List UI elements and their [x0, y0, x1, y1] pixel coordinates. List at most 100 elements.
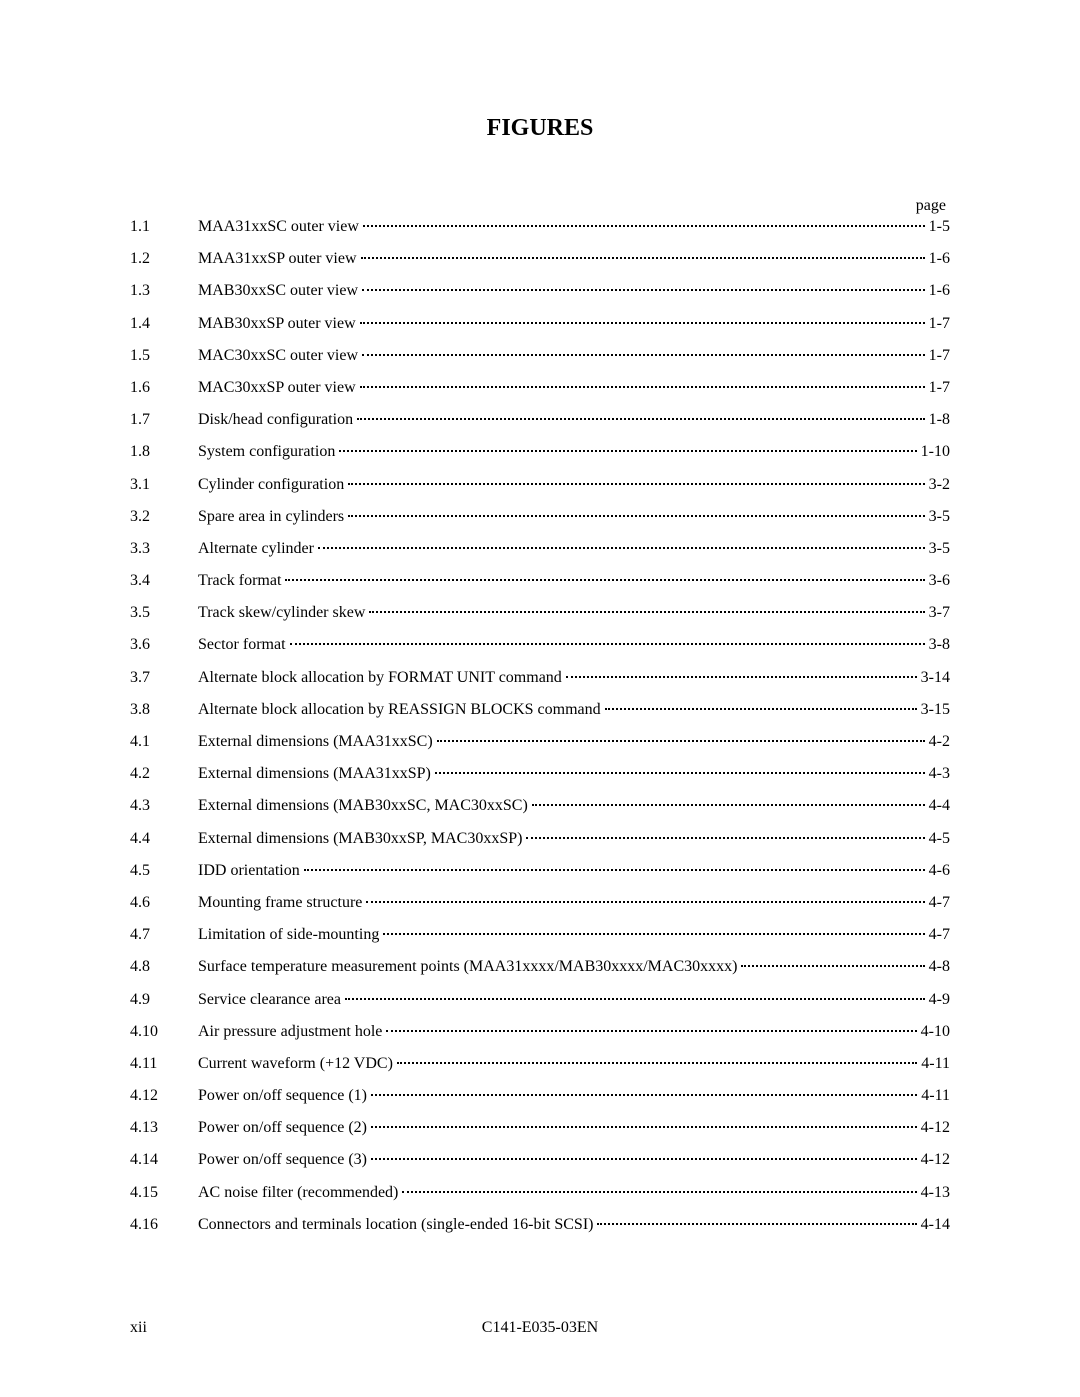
toc-entry-label: Surface temperature measurement points (… [198, 957, 737, 976]
toc-entry-label: MAA31xxSC outer view [198, 217, 359, 236]
toc-entry-number: 1.7 [130, 410, 198, 429]
toc-dots [363, 225, 925, 227]
toc-entry-page: 1-7 [929, 378, 950, 397]
toc-entry: 4.13Power on/off sequence (2)4-12 [130, 1118, 950, 1137]
toc-entry-page: 1-10 [921, 442, 950, 461]
toc-entry-label: AC noise filter (recommended) [198, 1183, 398, 1202]
toc-entry-page: 1-7 [929, 314, 950, 333]
page-column-label: page [130, 197, 950, 215]
toc-entry-number: 4.4 [130, 829, 198, 848]
toc-entry-page: 4-8 [929, 957, 950, 976]
toc-entry: 3.8Alternate block allocation by REASSIG… [130, 700, 950, 719]
toc-entry-page: 4-4 [929, 796, 950, 815]
toc-dots [526, 837, 924, 839]
toc-entry-label: MAB30xxSP outer view [198, 314, 356, 333]
toc-entry-number: 1.5 [130, 346, 198, 365]
toc-entry-label: Power on/off sequence (1) [198, 1086, 367, 1105]
toc-entry-label: Connectors and terminals location (singl… [198, 1215, 593, 1234]
toc-entry-page: 3-15 [921, 700, 950, 719]
toc-entry-page: 4-12 [921, 1150, 950, 1169]
toc-entry-number: 4.7 [130, 925, 198, 944]
toc-entry: 1.5MAC30xxSC outer view1-7 [130, 346, 950, 365]
footer-spacer [850, 1319, 950, 1337]
toc-entry-page: 4-11 [921, 1054, 950, 1073]
toc-dots [360, 322, 925, 324]
toc-dots [361, 257, 925, 259]
toc-dots [360, 386, 925, 388]
toc-entry-page: 1-6 [929, 249, 950, 268]
toc-dots [362, 289, 925, 291]
toc-entry-number: 1.8 [130, 442, 198, 461]
toc-entry-page: 4-14 [921, 1215, 950, 1234]
toc-entry: 3.6Sector format3-8 [130, 635, 950, 654]
toc-entry-page: 3-5 [929, 507, 950, 526]
toc-entry-page: 3-14 [921, 668, 950, 687]
toc-entry-number: 3.8 [130, 700, 198, 719]
toc-entry-number: 4.6 [130, 893, 198, 912]
footer-doc-number: C141-E035-03EN [230, 1319, 850, 1337]
toc-entry-number: 4.14 [130, 1150, 198, 1169]
toc-entry-label: Alternate cylinder [198, 539, 314, 558]
toc-entry-page: 4-11 [921, 1086, 950, 1105]
toc-entry-number: 4.13 [130, 1118, 198, 1137]
toc-entry-page: 4-13 [921, 1183, 950, 1202]
toc-entry: 3.5Track skew/cylinder skew3-7 [130, 603, 950, 622]
toc-dots [362, 354, 925, 356]
toc-entry-label: External dimensions (MAA31xxSP) [198, 764, 431, 783]
toc-entry-number: 3.6 [130, 635, 198, 654]
toc-dots [386, 1030, 916, 1032]
toc-entry-page: 4-7 [929, 925, 950, 944]
toc-entry-label: Spare area in cylinders [198, 507, 344, 526]
toc-entry-number: 4.5 [130, 861, 198, 880]
toc-entry-label: MAB30xxSC outer view [198, 281, 358, 300]
toc-dots [605, 708, 917, 710]
toc-entry-number: 3.3 [130, 539, 198, 558]
toc-entry: 1.7Disk/head configuration1-8 [130, 410, 950, 429]
toc-dots [741, 965, 924, 967]
toc-entry-number: 4.15 [130, 1183, 198, 1202]
toc-entry: 1.6MAC30xxSP outer view1-7 [130, 378, 950, 397]
toc-entry: 4.2External dimensions (MAA31xxSP)4-3 [130, 764, 950, 783]
toc-dots [383, 933, 924, 935]
toc-entry: 1.1MAA31xxSC outer view1-5 [130, 217, 950, 236]
toc-entry-page: 1-8 [929, 410, 950, 429]
toc-entry-number: 3.4 [130, 571, 198, 590]
toc-entry: 3.4Track format 3-6 [130, 571, 950, 590]
toc-entry: 4.10Air pressure adjustment hole4-10 [130, 1022, 950, 1041]
toc-entry-number: 4.10 [130, 1022, 198, 1041]
toc-dots [402, 1191, 916, 1193]
toc-dots [437, 740, 925, 742]
toc-entry-number: 4.1 [130, 732, 198, 751]
toc-entry-label: Limitation of side-mounting [198, 925, 379, 944]
toc-entry: 4.6Mounting frame structure4-7 [130, 893, 950, 912]
toc-dots [371, 1158, 917, 1160]
toc-entry-page: 3-2 [929, 475, 950, 494]
toc-entry-label: Cylinder configuration [198, 475, 344, 494]
toc-entry: 1.8System configuration 1-10 [130, 442, 950, 461]
toc-entry-label: Track format [198, 571, 281, 590]
toc-entry-number: 1.3 [130, 281, 198, 300]
toc-entry: 3.1Cylinder configuration3-2 [130, 475, 950, 494]
toc-dots [357, 418, 925, 420]
toc-entry-label: Sector format [198, 635, 286, 654]
toc-entry-label: External dimensions (MAB30xxSC, MAC30xxS… [198, 796, 528, 815]
toc-dots [348, 483, 924, 485]
toc-entry-label: MAC30xxSP outer view [198, 378, 356, 397]
toc-entry-label: External dimensions (MAB30xxSP, MAC30xxS… [198, 829, 522, 848]
toc-entry-number: 3.7 [130, 668, 198, 687]
toc-entry-label: Alternate block allocation by REASSIGN B… [198, 700, 601, 719]
toc-entry-label: MAA31xxSP outer view [198, 249, 357, 268]
toc-entry-label: Mounting frame structure [198, 893, 362, 912]
page-footer: xii C141-E035-03EN [130, 1319, 950, 1337]
toc-dots [304, 869, 925, 871]
toc-entry-label: Alternate block allocation by FORMAT UNI… [198, 668, 562, 687]
toc-dots [369, 611, 924, 613]
toc-entry: 4.7Limitation of side-mounting 4-7 [130, 925, 950, 944]
toc-entry-label: Air pressure adjustment hole [198, 1022, 382, 1041]
toc-dots [339, 450, 916, 452]
toc-entry-number: 1.4 [130, 314, 198, 333]
toc-entry: 1.4MAB30xxSP outer view 1-7 [130, 314, 950, 333]
toc-entry-label: System configuration [198, 442, 335, 461]
toc-dots [366, 901, 924, 903]
toc-entry-page: 3-6 [929, 571, 950, 590]
